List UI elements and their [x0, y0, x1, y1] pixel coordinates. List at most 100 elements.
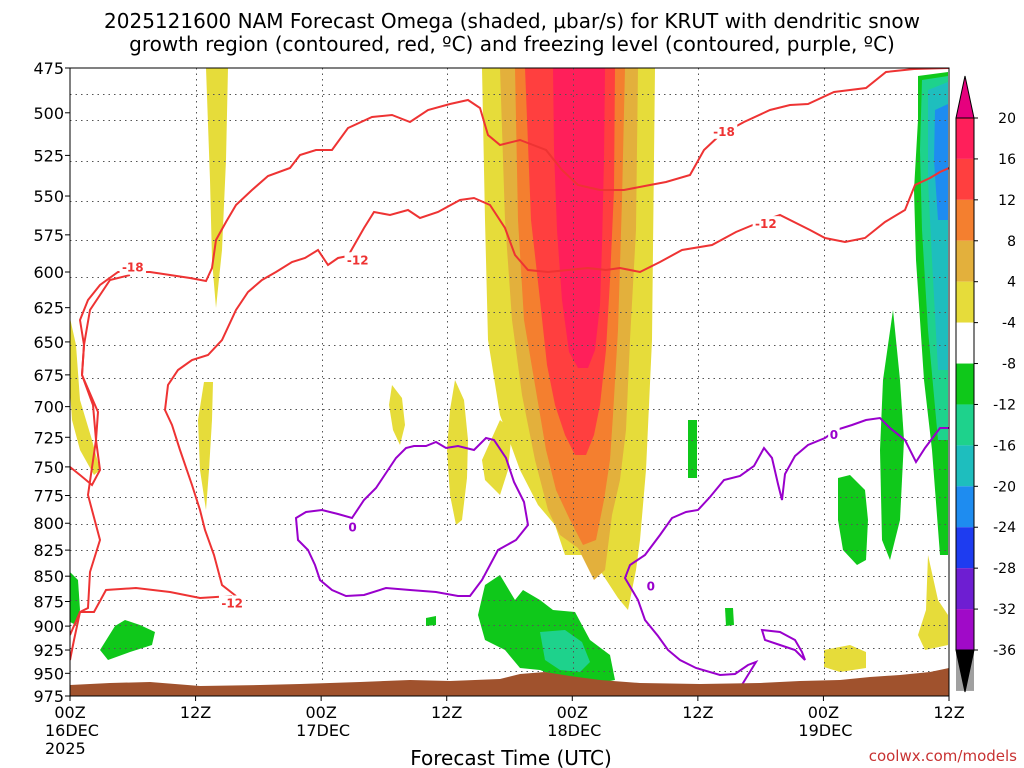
- omega-neg4-day3-column: [880, 310, 904, 560]
- y-tick-label: 950: [33, 664, 64, 683]
- y-tick-label: 725: [33, 428, 64, 447]
- contour-label: -12: [347, 253, 369, 267]
- x-tick-time: 00Z: [808, 703, 839, 722]
- contour-label: -12: [755, 217, 777, 231]
- x-tick-date: 18DEC: [547, 721, 601, 740]
- contour-label-bg: [710, 123, 738, 139]
- freezing-level-contours: [294, 416, 949, 689]
- y-tick-label: 575: [33, 226, 64, 245]
- x-tick-date: 17DEC: [296, 721, 350, 740]
- colorbar-swatch: [956, 486, 974, 528]
- omega-20-band: [553, 68, 605, 368]
- omega-patch-12z-column: [206, 68, 228, 308]
- colorbar-tick-label: 20: [998, 111, 1016, 127]
- dgz-contours: [70, 68, 949, 661]
- x-tick-year: 2025: [45, 739, 86, 758]
- contour-label: -12: [221, 596, 243, 610]
- omega-patch-0630-day3: [824, 645, 866, 672]
- y-tick-label: 650: [33, 333, 64, 352]
- contour-minus12-left: [70, 274, 131, 487]
- grid-lines: [70, 68, 949, 696]
- x-tick-time: 12Z: [933, 703, 964, 722]
- y-tick-label: 600: [33, 263, 64, 282]
- contour-label: 0: [348, 521, 356, 535]
- x-tick-time: 00Z: [305, 703, 336, 722]
- contour-labels: -18 -12 -12 -18 -12 0 0 0: [119, 123, 840, 611]
- y-tick-label: 475: [33, 59, 64, 78]
- y-tick-label: 850: [33, 567, 64, 586]
- colorbar-swatch: [956, 240, 974, 282]
- plot-area: [70, 68, 949, 696]
- colorbar-swatch: [956, 568, 974, 610]
- omega-neg8-low-center: [540, 630, 590, 672]
- y-tick-label: 675: [33, 366, 64, 385]
- omega-patch-right-edge: [918, 555, 948, 650]
- omega-neg4-left-base: [70, 572, 80, 625]
- colorbar: 20 16 12 8 4 -4 -8 -12 -16 -20 -24 -28 -32 -36: [955, 75, 1016, 693]
- x-axis-label: Forecast Time (UTC): [410, 746, 612, 768]
- colorbar-tick-label: -16: [993, 438, 1016, 454]
- colorbar-tick-label: 4: [1007, 275, 1016, 291]
- omega-patch-1530: [447, 380, 468, 525]
- contour-minus12-main: [163, 167, 949, 597]
- contour-label: 0: [647, 579, 655, 593]
- contour-0-small-loop: [760, 628, 806, 661]
- colorbar-tick-label: -20: [993, 479, 1016, 495]
- omega-patch-1030: [389, 385, 405, 445]
- contour-0-center: [294, 436, 530, 598]
- contour-0-right: [623, 416, 949, 689]
- colorbar-tick-label: -32: [993, 602, 1016, 618]
- x-tick-time: 12Z: [682, 703, 713, 722]
- colorbar-swatch: [956, 527, 974, 569]
- omega-neg4-0430: [100, 620, 155, 660]
- colorbar-tick-label: 8: [1007, 234, 1016, 250]
- contour-label-bg: [344, 252, 372, 268]
- colorbar-swatch: [956, 609, 974, 650]
- colorbar-tick-label: -28: [993, 561, 1016, 577]
- colorbar-swatch: [956, 118, 974, 159]
- y-axis: 475 500 525 550 575 600 625 650 675 700 725 750 775 8…: [33, 59, 70, 706]
- y-tick-label: 625: [33, 299, 64, 318]
- chart-title-line1: 2025121600 NAM Forecast Omega (shaded, μ…: [104, 9, 920, 33]
- y-tick-label: 800: [33, 514, 64, 533]
- y-tick-label: 750: [33, 458, 64, 477]
- y-tick-label: 975: [33, 687, 64, 706]
- plot-frame: [69, 67, 950, 697]
- x-tick-date: 16DEC: [45, 721, 99, 740]
- colorbar-tick-label: 12: [998, 193, 1016, 209]
- omega-patch-left-edge: [70, 318, 100, 475]
- colorbar-tick-label: -12: [993, 397, 1016, 413]
- contour-label-bg: [752, 216, 780, 232]
- y-tick-label: 825: [33, 541, 64, 560]
- omega-neg4-1500: [426, 616, 436, 626]
- omega-negative-shading: [70, 72, 948, 685]
- chart-title-line2: growth region (contoured, red, ºC) and f…: [129, 32, 895, 56]
- contour-label-bg: [645, 578, 657, 594]
- omega-neg16-right-edge: [934, 104, 948, 220]
- contour-label-bg: [828, 426, 840, 442]
- contour-label-bg: [119, 259, 147, 275]
- colorbar-frame: [955, 117, 975, 651]
- colorbar-swatch: [956, 158, 974, 200]
- y-tick-label: 550: [33, 187, 64, 206]
- x-tick-time: 12Z: [180, 703, 211, 722]
- y-tick-label: 900: [33, 617, 64, 636]
- x-tick-time: 12Z: [431, 703, 462, 722]
- contour-label-bg: [346, 519, 359, 535]
- omega-positive-shading: [70, 68, 948, 672]
- contour-label: -18: [713, 125, 735, 139]
- x-tick-time: 00Z: [557, 703, 588, 722]
- colorbar-top-arrow: [955, 75, 975, 119]
- contour-label: -18: [122, 261, 144, 275]
- terrain-ground: [70, 668, 949, 696]
- x-tick-date: 19DEC: [798, 721, 852, 740]
- colorbar-swatch: [956, 322, 974, 364]
- x-tick-time: 00Z: [54, 703, 85, 722]
- colorbar-tick-label: 16: [998, 152, 1016, 168]
- credit-link[interactable]: coolwx.com/models: [869, 747, 1017, 765]
- y-tick-label: 700: [33, 398, 64, 417]
- omega-neg4-1500-day2-low: [725, 608, 734, 626]
- colorbar-swatch: [956, 281, 974, 323]
- y-tick-label: 875: [33, 592, 64, 611]
